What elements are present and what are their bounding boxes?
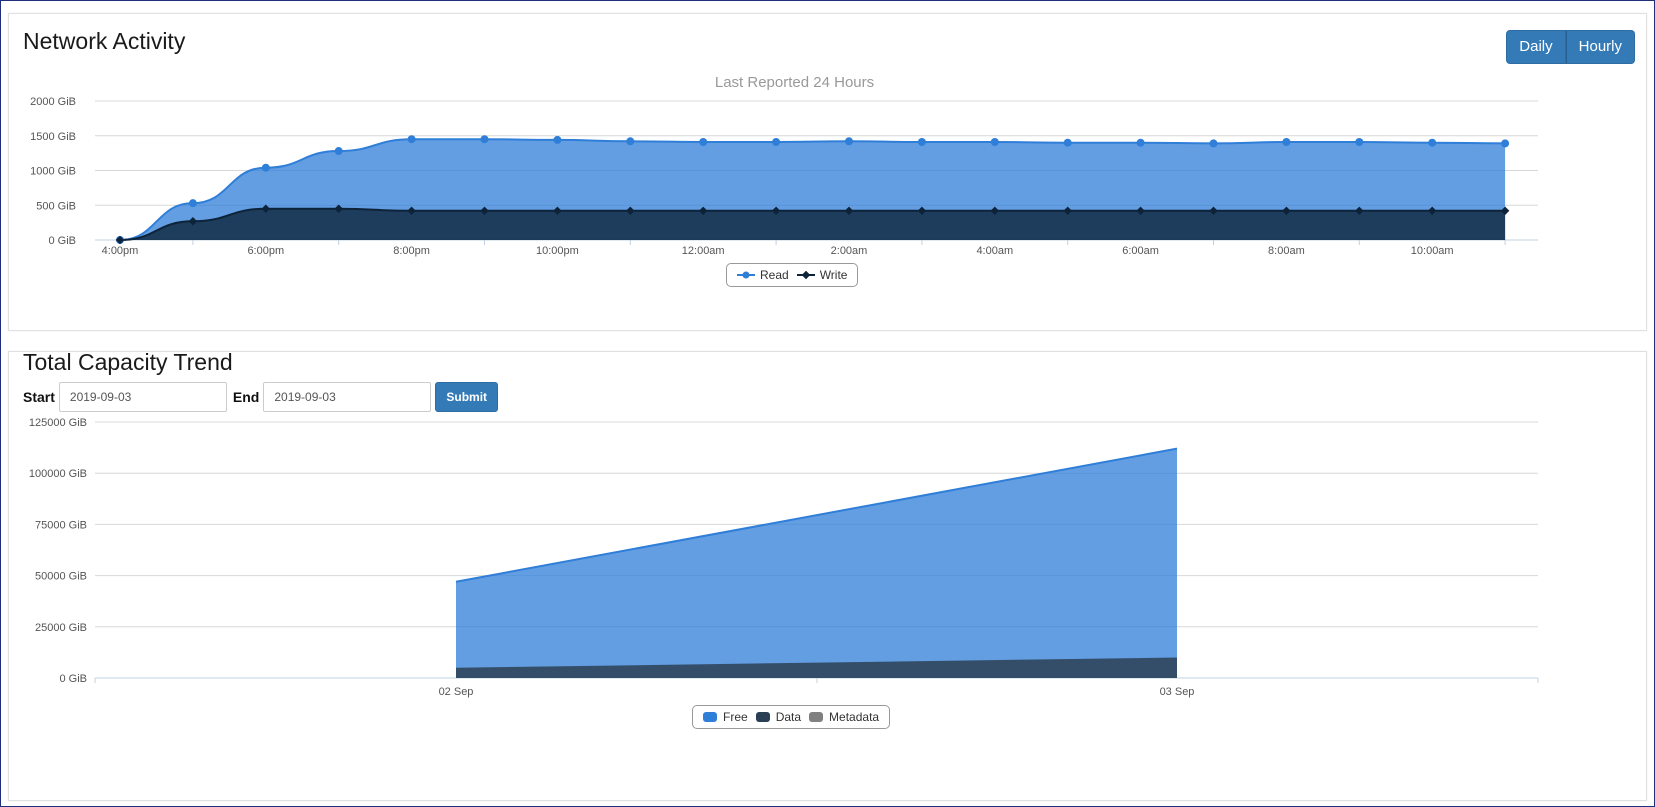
capacity-trend-title: Total Capacity Trend <box>23 349 233 375</box>
legend-item-read[interactable]: Read <box>737 268 789 282</box>
read-point <box>407 135 416 144</box>
read-point <box>1209 139 1218 148</box>
write-point <box>188 216 198 226</box>
capacity-legend: Free Data Metadata <box>692 705 891 729</box>
y-tick-label: 100000 GiB <box>29 468 87 480</box>
legend-item-metadata[interactable]: Metadata <box>809 710 879 724</box>
data-area <box>456 657 1177 678</box>
read-point <box>261 163 270 172</box>
network-activity-chart: Last Reported 24 Hours 0 GiB 500 GiB 1000 G… <box>30 74 1538 257</box>
read-line <box>119 138 1506 241</box>
network-activity-panel: Network Activity Daily Hourly Last Repor… <box>8 13 1647 331</box>
date-range-form: Start End Submit <box>23 382 499 412</box>
read-point <box>772 138 781 147</box>
submit-button[interactable]: Submit <box>435 382 499 412</box>
y-tick-label: 500 GiB <box>36 200 76 212</box>
x-tick-label: 2:00am <box>831 245 868 257</box>
write-point <box>115 235 125 245</box>
x-tick-label: 8:00pm <box>393 245 430 257</box>
x-tick-label: 4:00pm <box>102 245 139 257</box>
legend-item-data[interactable]: Data <box>755 710 802 724</box>
read-point <box>1501 139 1510 148</box>
y-tick-label: 1000 GiB <box>30 166 76 178</box>
y-tick-label: 0 GiB <box>59 673 87 685</box>
y-tick-label: 125000 GiB <box>29 417 87 429</box>
chart-subtitle: Last Reported 24 Hours <box>715 74 874 91</box>
write-point <box>407 206 416 216</box>
read-point <box>1136 138 1145 147</box>
daily-button[interactable]: Daily <box>1506 30 1566 64</box>
legend-write-marker <box>796 270 815 280</box>
end-label: End <box>232 389 260 405</box>
end-date-input[interactable] <box>263 382 432 412</box>
read-point <box>1282 138 1291 147</box>
x-tick-label: 6:00am <box>1122 245 1159 257</box>
read-point <box>626 137 635 146</box>
x-tick-label: 4:00am <box>976 245 1013 257</box>
legend-free-swatch <box>703 712 717 722</box>
legend-item-free[interactable]: Free <box>703 710 748 724</box>
x-tick-label: 12:00am <box>682 245 725 257</box>
legend-metadata-label: Metadata <box>829 710 880 724</box>
x-tick-label: 10:00pm <box>536 245 579 257</box>
write-point <box>480 206 489 216</box>
read-point <box>1428 138 1437 147</box>
y-tick-label: 1500 GiB <box>30 131 76 143</box>
free-area <box>456 448 1177 678</box>
x-tick-label: 6:00pm <box>247 245 284 257</box>
read-point <box>1063 138 1072 147</box>
y-tick-label: 0 GiB <box>48 235 76 247</box>
legend-read-marker <box>737 271 755 279</box>
read-point <box>990 138 999 147</box>
y-tick-label: 75000 GiB <box>35 519 87 531</box>
legend-read-label: Read <box>760 268 789 282</box>
write-point <box>334 204 343 213</box>
write-area <box>120 208 1506 240</box>
legend-write-label: Write <box>819 268 848 282</box>
read-point <box>188 199 197 208</box>
x-tick-label: 03 Sep <box>1160 686 1195 698</box>
read-point <box>917 138 926 147</box>
x-tick-label: 10:00am <box>1411 245 1454 257</box>
read-point <box>1355 138 1364 147</box>
range-toggle: Daily Hourly <box>1506 30 1635 64</box>
read-point <box>334 147 343 156</box>
start-date-input[interactable] <box>58 382 227 412</box>
write-point <box>261 204 271 213</box>
y-tick-label: 2000 GiB <box>30 96 76 108</box>
legend-item-write[interactable]: Write <box>796 268 848 282</box>
legend-data-label: Data <box>775 710 802 724</box>
legend-free-label: Free <box>723 710 748 724</box>
capacity-trend-panel: Total Capacity Trend Start End Submit 0 … <box>8 349 1647 801</box>
capacity-trend-chart: 0 GiB 25000 GiB 50000 GiB 75000 GiB 100000 G… <box>29 417 1539 698</box>
read-point <box>845 137 853 146</box>
free-line <box>455 447 1178 583</box>
x-tick-label: 8:00am <box>1268 245 1305 257</box>
x-tick-label: 02 Sep <box>439 686 474 698</box>
y-tick-label: 50000 GiB <box>35 571 87 583</box>
network-legend: Read Write <box>726 263 859 287</box>
y-tick-label: 25000 GiB <box>35 622 87 634</box>
read-point <box>553 135 562 144</box>
network-activity-title: Network Activity <box>23 28 186 54</box>
start-label: Start <box>23 389 55 405</box>
read-point <box>480 135 489 144</box>
read-point <box>699 138 708 147</box>
legend-data-swatch <box>755 712 770 722</box>
legend-metadata-swatch <box>809 712 824 722</box>
hourly-button[interactable]: Hourly <box>1565 30 1635 64</box>
